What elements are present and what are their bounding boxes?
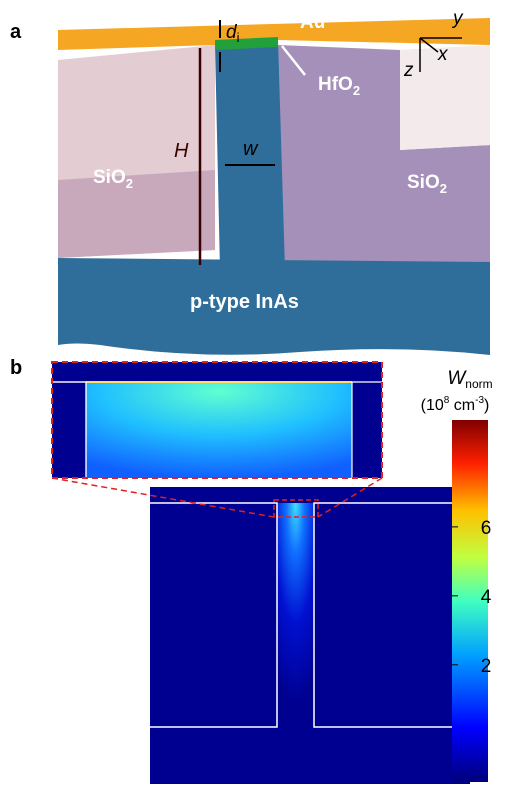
colorbar-tick-label: 4 bbox=[481, 587, 492, 608]
figure: a Au di HfO2 H w SiO2 SiO2 p-type InAs y… bbox=[0, 0, 506, 788]
label: w bbox=[243, 138, 259, 160]
field-hotspot bbox=[277, 503, 314, 703]
label: p-type InAs bbox=[190, 291, 299, 313]
panel-b: b Wnorm (108 cm-3) 2 4 6 bbox=[10, 357, 493, 784]
axis-label: y bbox=[451, 8, 464, 29]
axis-label: x bbox=[437, 44, 449, 65]
colorbar-tick-label: 2 bbox=[481, 656, 492, 677]
panel-label: b bbox=[10, 357, 22, 379]
panel-label: a bbox=[10, 21, 22, 43]
colorbar-tick-label: 6 bbox=[481, 518, 492, 539]
panel-a: a Au di HfO2 H w SiO2 SiO2 p-type InAs y… bbox=[10, 8, 490, 355]
axis-label: z bbox=[403, 60, 414, 81]
colorbar-title: Wnorm bbox=[447, 368, 492, 391]
label: H bbox=[174, 140, 189, 162]
colorbar-unit: (108 cm-3) bbox=[421, 395, 490, 414]
zoom-field bbox=[86, 382, 352, 478]
label: Au bbox=[300, 12, 325, 33]
sio2-shade bbox=[58, 170, 215, 258]
